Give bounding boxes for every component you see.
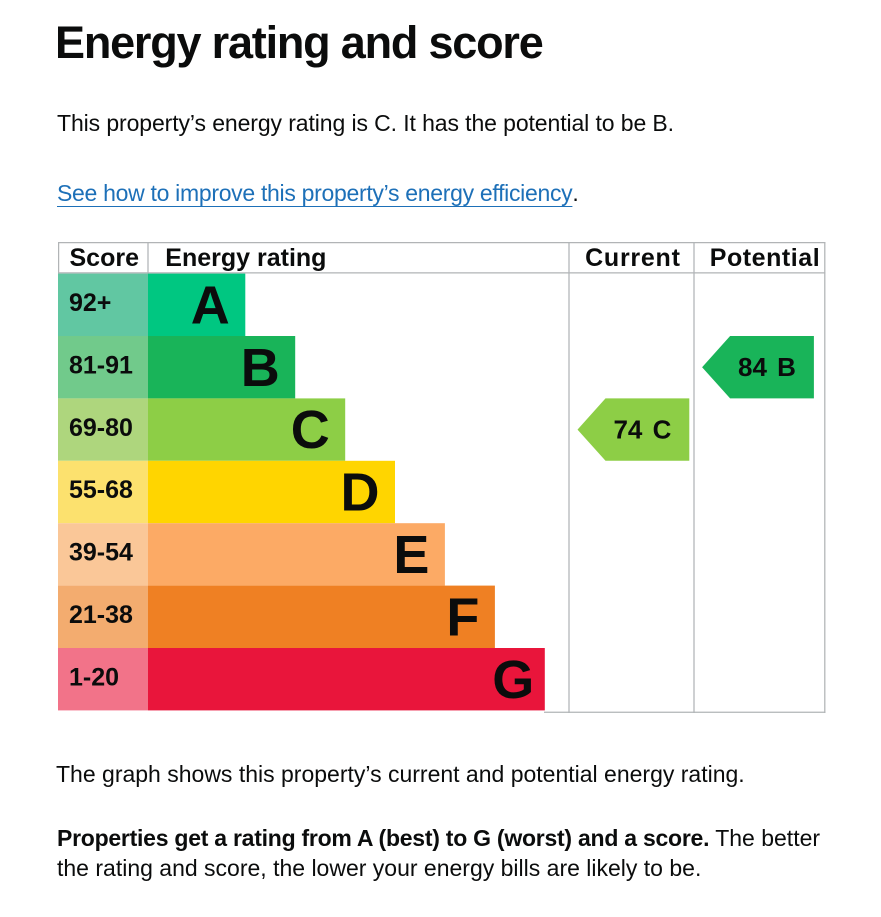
svg-text:G: G [492, 650, 534, 710]
svg-text:55-68: 55-68 [69, 476, 133, 504]
svg-text:B: B [241, 338, 280, 398]
svg-text:92+: 92+ [69, 289, 111, 317]
svg-text:1-20: 1-20 [69, 663, 119, 691]
svg-text:21-38: 21-38 [69, 601, 133, 629]
svg-text:Score: Score [70, 244, 140, 272]
svg-text:84 B: 84 B [738, 352, 796, 382]
svg-text:D: D [341, 463, 380, 523]
svg-text:F: F [446, 587, 479, 647]
svg-text:C: C [291, 400, 330, 460]
svg-text:Potential: Potential [710, 244, 821, 272]
svg-text:81-91: 81-91 [69, 351, 133, 379]
svg-text:Current: Current [585, 244, 681, 272]
svg-text:E: E [393, 525, 429, 585]
svg-text:Energy rating: Energy rating [165, 244, 326, 272]
svg-text:74 C: 74 C [613, 414, 671, 444]
svg-text:69-80: 69-80 [69, 414, 133, 442]
svg-text:A: A [191, 275, 230, 335]
svg-text:39-54: 39-54 [69, 539, 133, 567]
